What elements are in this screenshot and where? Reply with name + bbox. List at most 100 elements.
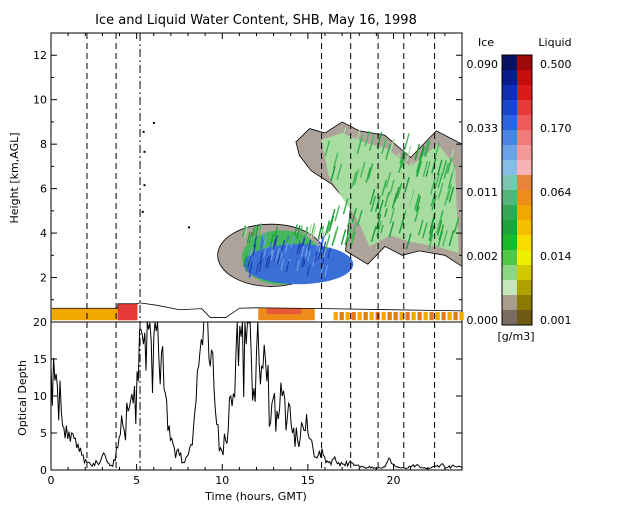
lower-cloud-streak <box>305 244 310 256</box>
lower-cloud-streak <box>242 225 247 238</box>
colorbar-liquid-swatch <box>517 145 532 161</box>
upper-cloud-streak <box>443 162 450 179</box>
lower-cloud-streak <box>274 226 278 238</box>
lower-cloud-streak <box>294 224 298 236</box>
upper-cloud-streak <box>431 157 437 174</box>
lower-cloud-streak <box>252 244 257 256</box>
cloud-speck <box>152 121 155 124</box>
upper-cloud-streak <box>365 167 372 183</box>
lower-cloud-streak <box>272 238 277 251</box>
lower-cloud-streak <box>284 241 289 253</box>
colorbar-ice-swatch <box>502 175 517 191</box>
lower-cloud-streak <box>305 251 309 263</box>
upper-cloud-streak <box>407 190 414 207</box>
surface-band-patch <box>351 311 356 321</box>
colorbar-ice-swatch <box>502 280 517 296</box>
upper-cloud-streak <box>324 220 331 237</box>
upper-cloud-streak <box>367 163 374 180</box>
lower-cloud-streak <box>255 225 260 237</box>
lower-cloud-streak <box>267 255 271 268</box>
surface-band-patch <box>387 311 392 321</box>
upper-cloud-streak <box>446 184 453 201</box>
lower-cloud-streak <box>281 239 286 252</box>
colorbar-liquid-swatch <box>517 205 532 221</box>
colorbar-liquid-swatch <box>517 265 532 281</box>
cloud-speck <box>188 226 190 229</box>
upper-cloud-streak <box>353 169 360 186</box>
height-axis-ticks: 2 4 6 8 10 12 <box>33 49 462 301</box>
upper-cloud-streak <box>422 160 429 177</box>
upper-cloud-streak <box>404 133 410 150</box>
lower-cloud-streak <box>276 247 280 260</box>
lower-cloud-streak <box>259 252 263 264</box>
upper-cloud-streak <box>434 173 440 190</box>
lower-cloud-streak <box>251 229 256 242</box>
lower-cloud-streak <box>290 243 295 256</box>
colorbar-liquid-swatch <box>517 250 532 266</box>
upper-cloud-streak <box>340 127 347 144</box>
lower-cloud-streak <box>254 225 258 237</box>
lower-cloud-streak <box>260 239 264 251</box>
upper-cloud-streak <box>351 208 357 225</box>
lower-cloud-streak <box>247 256 252 268</box>
upper-cloud-streak <box>437 230 444 247</box>
surface-band-patch <box>363 311 368 321</box>
colorbar-ice-swatch <box>502 205 517 221</box>
upper-cloud-streak <box>448 186 455 203</box>
upper-cloud-streak <box>425 160 432 177</box>
lower-cloud-streak <box>317 227 322 240</box>
colorbar-ice-swatch <box>502 310 517 326</box>
colorbar-liquid-tick-label: 0.014 <box>540 250 572 263</box>
colorbar-ice-tick-label: 0.002 <box>467 250 499 263</box>
upper-cloud-streak <box>340 229 347 246</box>
height-tick-label: 2 <box>40 272 47 285</box>
surface-band-patch <box>435 311 440 321</box>
lower-cloud-streak <box>263 245 267 258</box>
lower-cloud-streak <box>316 238 320 250</box>
lower-cloud-streak <box>270 242 275 255</box>
colorbar-liquid-swatch <box>517 130 532 146</box>
lower-cloud-streak <box>278 257 283 270</box>
lower-cloud-streak <box>312 255 316 267</box>
upper-cloud-streak <box>429 178 436 195</box>
surface-band-patch <box>447 311 452 321</box>
colorbar-liquid-swatch <box>517 175 532 191</box>
lower-cloud-streak <box>243 255 247 267</box>
surface-liquid-band <box>51 302 464 321</box>
lower-cloud-streak <box>307 250 311 262</box>
upper-cloud-streak <box>428 233 434 250</box>
lower-cloud-streak <box>280 258 285 271</box>
upper-cloud-streak <box>357 135 363 152</box>
colorbar-ice-swatches <box>502 55 517 326</box>
optical-depth-axis-label: Optical Depth <box>16 360 29 436</box>
upper-cloud-streak <box>385 143 391 160</box>
lower-cloud-streak <box>273 250 278 263</box>
lower-cloud-streak <box>244 226 248 238</box>
upper-cloud-streak <box>375 213 382 230</box>
cloud-speck <box>143 150 146 153</box>
height-tick-label: 8 <box>40 138 47 151</box>
upper-cloud-streak <box>424 203 430 220</box>
upper-cloud-streak <box>437 182 444 199</box>
lower-cloud-streak <box>307 239 312 251</box>
colorbar-ice-swatch <box>502 130 517 146</box>
optical-depth-tick-label: 20 <box>33 316 47 329</box>
upper-cloud-streak <box>446 157 453 174</box>
upper-cloud-streak <box>448 230 455 247</box>
surface-band-outline <box>51 302 463 318</box>
optical-depth-axis-ticks: 0 5 10 15 20 <box>33 316 462 477</box>
lower-cloud-streak <box>249 261 253 273</box>
upper-cloud-streak <box>399 147 406 164</box>
surface-band-orange <box>51 308 137 321</box>
upper-cloud-streak <box>427 171 434 188</box>
upper-cloud-streak <box>422 222 428 239</box>
time-axis-ticks: 0 5 10 15 20 <box>48 33 446 487</box>
colorbar-ticks: 0.090 0.033 0.011 0.002 0.000 0.500 0.170 0.064… <box>467 58 572 327</box>
lower-cloud-streak <box>308 224 313 236</box>
lower-cloud-streak <box>311 222 316 235</box>
surface-band-patch <box>459 311 464 321</box>
surface-band-patch <box>417 311 422 321</box>
lower-cloud-streak <box>296 243 301 255</box>
upper-cloud-streak <box>364 130 370 147</box>
upper-cloud-streak <box>416 174 423 191</box>
